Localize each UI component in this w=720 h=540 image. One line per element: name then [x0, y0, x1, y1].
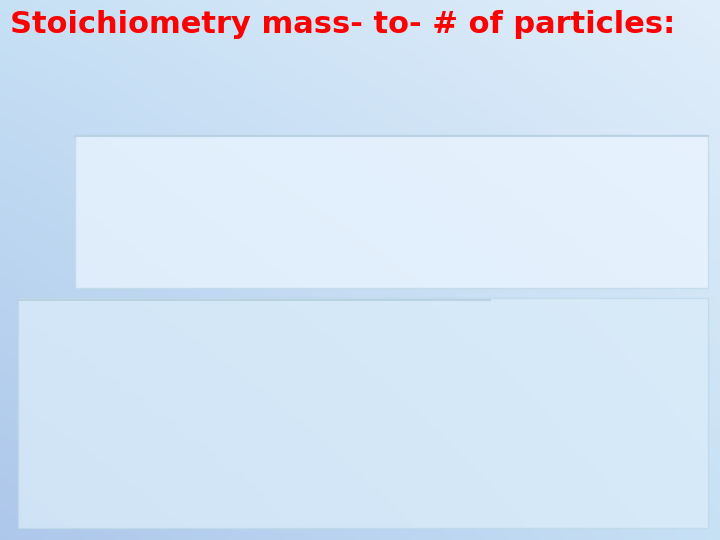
Bar: [75, 135, 708, 288]
Text: Stoichiometry mass- to- # of particles:: Stoichiometry mass- to- # of particles:: [10, 10, 675, 39]
Bar: [18, 298, 708, 528]
